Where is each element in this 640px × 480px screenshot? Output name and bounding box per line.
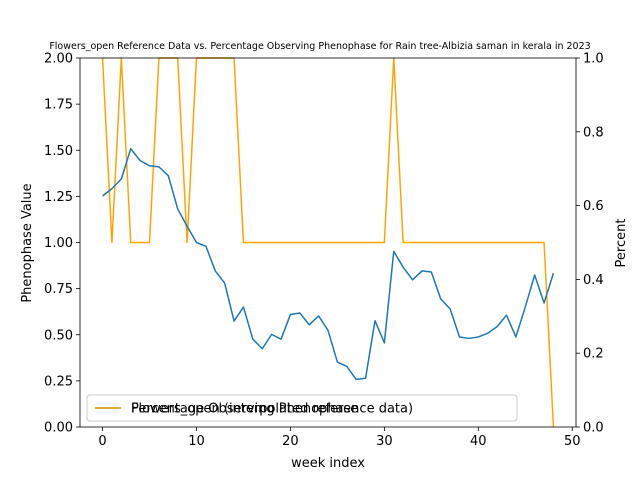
legend-label: Flowers_open (interpolated reference dat… xyxy=(131,402,413,417)
x-tick-label: 20 xyxy=(282,434,299,449)
x-tick-label: 10 xyxy=(188,434,205,449)
left-y-tick-label: 0.50 xyxy=(44,328,73,343)
left-y-tick-label: 0.75 xyxy=(44,282,73,297)
left-y-tick-label: 1.00 xyxy=(44,236,73,251)
series-line-percentage-observing xyxy=(102,148,555,381)
legend: Percentage Observing PhenophaseFlowers_o… xyxy=(86,394,518,422)
right-y-tick-label: 0.0 xyxy=(583,421,604,436)
left-y-tick-label: 0.25 xyxy=(44,374,73,389)
left-y-tick-label: 1.50 xyxy=(44,144,73,159)
right-y-tick-label: 0.4 xyxy=(583,273,604,288)
series-line-flowers-open xyxy=(101,57,555,428)
x-tick-label: 50 xyxy=(564,434,581,449)
left-y-axis-label: Phenophase Value xyxy=(20,183,35,302)
x-tick-label: 30 xyxy=(376,434,393,449)
left-y-tick-label: 1.75 xyxy=(44,98,73,113)
legend-label: Percentage Observing Phenophase xyxy=(131,402,358,417)
right-y-tick-label: 0.6 xyxy=(583,199,604,214)
left-y-tick-label: 0.00 xyxy=(44,421,73,436)
x-tick-label: 40 xyxy=(470,434,487,449)
legend-box xyxy=(86,394,518,422)
x-axis-label: week index xyxy=(291,456,365,471)
left-y-tick-label: 1.25 xyxy=(44,190,73,205)
right-y-tick-label: 0.8 xyxy=(583,125,604,140)
chart-title: Flowers_open Reference Data vs. Percenta… xyxy=(49,41,590,52)
left-y-tick-label: 2.00 xyxy=(44,52,73,67)
plot-area: 0 10 20 30 40 50 0.00 0.25 0.50 0.75 1.00 1.25 1.50 1… xyxy=(44,52,604,450)
x-tick-label: 0 xyxy=(98,434,106,449)
right-y-tick-label: 0.2 xyxy=(583,347,604,362)
right-y-axis-label: Percent xyxy=(614,219,629,268)
right-y-tick-label: 1.0 xyxy=(583,52,604,67)
